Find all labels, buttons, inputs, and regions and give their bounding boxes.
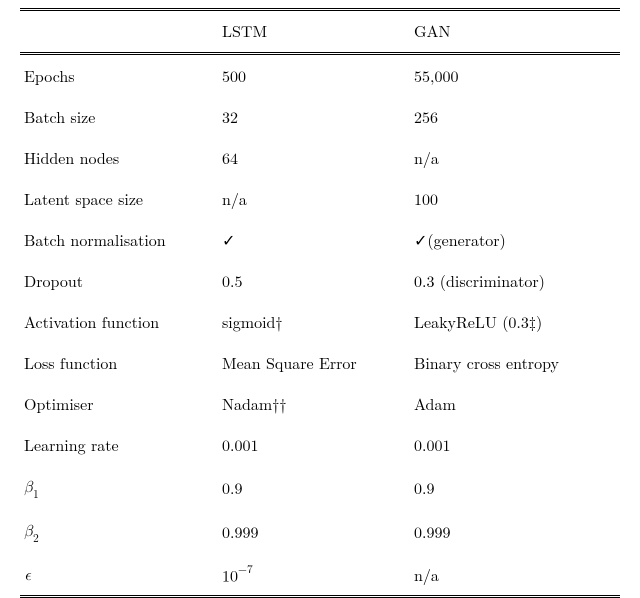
- param-cell: Epochs: [20, 54, 218, 97]
- hyperparameter-table: LSTM GAN Epochs50055,000Batch size32256H…: [20, 8, 620, 598]
- lstm-cell: Nadam††: [218, 383, 410, 424]
- lstm-cell: 0.001: [218, 424, 410, 465]
- param-cell: Batch size: [20, 96, 218, 137]
- table-row: Loss functionMean Square ErrorBinary cro…: [20, 342, 620, 383]
- table-body: Epochs50055,000Batch size32256Hidden nod…: [20, 54, 620, 597]
- gan-cell: 256: [410, 96, 620, 137]
- lstm-cell: 0.999: [218, 509, 410, 553]
- lstm-cell: 0.9: [218, 465, 410, 509]
- param-cell: β1: [20, 465, 218, 509]
- header-gan: GAN: [410, 10, 620, 54]
- header-lstm: LSTM: [218, 10, 410, 54]
- gan-cell: Adam: [410, 383, 620, 424]
- gan-cell: 100: [410, 178, 620, 219]
- lstm-cell: ✓: [218, 219, 410, 260]
- table-row: Hidden nodes64n/a: [20, 137, 620, 178]
- lstm-cell: sigmoid†: [218, 301, 410, 342]
- lstm-cell: 500: [218, 54, 410, 97]
- lstm-cell: n/a: [218, 178, 410, 219]
- lstm-cell: 0.5: [218, 260, 410, 301]
- gan-cell: n/a: [410, 553, 620, 597]
- param-cell: Batch normalisation: [20, 219, 218, 260]
- table-row: Activation functionsigmoid†LeakyReLU (0.…: [20, 301, 620, 342]
- param-cell: Loss function: [20, 342, 218, 383]
- lstm-cell: 64: [218, 137, 410, 178]
- table-row: Batch size32256: [20, 96, 620, 137]
- table-row: ϵ10−7n/a: [20, 553, 620, 597]
- gan-cell: LeakyReLU (0.3‡): [410, 301, 620, 342]
- param-cell: Learning rate: [20, 424, 218, 465]
- lstm-cell: 10−7: [218, 553, 410, 597]
- gan-cell: 0.9: [410, 465, 620, 509]
- gan-cell: Binary cross entropy: [410, 342, 620, 383]
- lstm-cell: Mean Square Error: [218, 342, 410, 383]
- table-row: Epochs50055,000: [20, 54, 620, 97]
- gan-cell: 0.001: [410, 424, 620, 465]
- gan-cell: ✓(generator): [410, 219, 620, 260]
- param-cell: Dropout: [20, 260, 218, 301]
- table-row: Latent space sizen/a100: [20, 178, 620, 219]
- param-cell: Hidden nodes: [20, 137, 218, 178]
- param-cell: β2: [20, 509, 218, 553]
- table-row: OptimiserNadam††Adam: [20, 383, 620, 424]
- param-cell: ϵ: [20, 553, 218, 597]
- table-row: β10.90.9: [20, 465, 620, 509]
- table-row: Dropout0.50.3 (discriminator): [20, 260, 620, 301]
- gan-cell: 0.3 (discriminator): [410, 260, 620, 301]
- gan-cell: n/a: [410, 137, 620, 178]
- param-cell: Activation function: [20, 301, 218, 342]
- header-param: [20, 10, 218, 54]
- gan-cell: 55,000: [410, 54, 620, 97]
- table-row: β20.9990.999: [20, 509, 620, 553]
- table-header: LSTM GAN: [20, 10, 620, 54]
- param-cell: Latent space size: [20, 178, 218, 219]
- lstm-cell: 32: [218, 96, 410, 137]
- gan-cell: 0.999: [410, 509, 620, 553]
- table-row: Batch normalisation✓✓(generator): [20, 219, 620, 260]
- param-cell: Optimiser: [20, 383, 218, 424]
- table-row: Learning rate0.0010.001: [20, 424, 620, 465]
